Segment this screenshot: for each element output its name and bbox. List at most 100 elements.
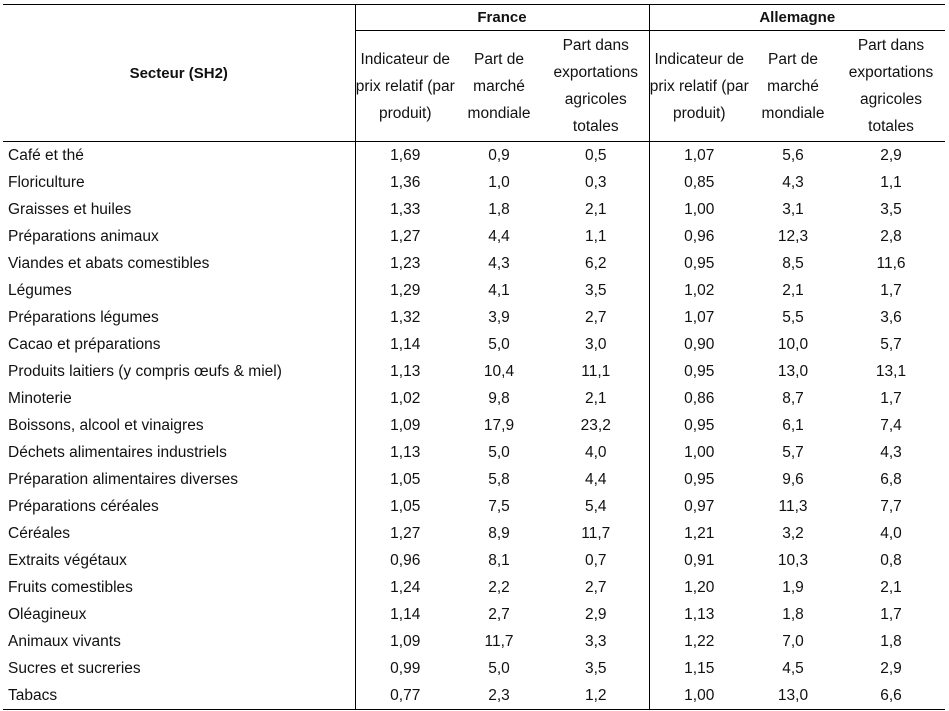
germany-price-indicator-cell: 0,95 (648, 466, 749, 493)
germany-price-indicator-cell: 1,20 (648, 574, 749, 601)
table-row: Floriculture 1,36 1,0 0,3 0,85 4,3 1,1 (3, 169, 945, 196)
table-row: Céréales 1,27 8,9 11,7 1,21 3,2 4,0 (3, 520, 945, 547)
france-export-share-cell: 2,1 (584, 389, 607, 407)
france-export-share-cell: 11,1 (581, 362, 611, 380)
france-market-share-cell: 10,4 (483, 362, 515, 380)
sector-label: Préparations céréales (3, 493, 356, 520)
header-row-countries: Secteur (SH2) France Allemagne (3, 4, 945, 142)
table-row: Minoterie 1,02 9,8 2,1 0,86 8,7 1,7 (3, 385, 945, 412)
germany-market-share-cell: 2,1 (782, 281, 804, 299)
france-export-share-cell: 2,1 (584, 200, 607, 218)
france-export-share-cell: 3,5 (584, 659, 607, 677)
france-market-share-cell: 4,1 (488, 281, 510, 299)
france-export-share-cell: 11,7 (581, 524, 611, 542)
table-row: Cacao et préparations 1,14 5,0 3,0 0,90 10,0 5… (3, 331, 945, 358)
sector-label: Produits laitiers (y compris œufs & miel… (3, 358, 356, 385)
france-price-indicator-cell: 1,33 (390, 200, 421, 218)
germany-price-indicator-cell: 1,15 (648, 655, 749, 682)
france-price-indicator-cell: 1,14 (390, 335, 421, 353)
germany-price-indicator-cell: 1,13 (648, 601, 749, 628)
france-market-share-cell: 0,9 (488, 146, 510, 164)
germany-market-share-cell: 12,3 (777, 227, 809, 245)
france-export-share-cell: 1,1 (584, 227, 607, 245)
germany-price-indicator-header: Indicateur de prix relatif (par produit) (648, 30, 749, 142)
sector-label: Oléagineux (3, 601, 356, 628)
france-price-indicator-cell: 0,99 (390, 659, 421, 677)
france-export-share-cell: 2,7 (584, 308, 607, 326)
germany-market-share-cell: 11,3 (778, 497, 808, 515)
germany-export-share-cell: 2,8 (880, 227, 902, 245)
germany-export-share-cell: 1,8 (880, 632, 902, 650)
table-row: Oléagineux 1,14 2,7 2,9 1,13 1,8 1,7 (3, 601, 945, 628)
germany-market-share-cell: 5,5 (782, 308, 804, 326)
france-price-indicator-cell: 1,24 (390, 578, 421, 596)
germany-price-indicator-cell: 0,90 (648, 331, 749, 358)
table-row: Préparations animaux 1,27 4,4 1,1 0,96 12,3 2,… (3, 223, 945, 250)
france-market-share-cell: 8,1 (488, 551, 510, 569)
france-price-indicator-cell: 1,27 (390, 227, 421, 245)
germany-export-share-cell: 0,8 (880, 551, 902, 569)
germany-market-share-cell: 3,1 (782, 200, 804, 218)
france-market-share-cell: 5,0 (488, 659, 510, 677)
sector-label: Café et thé (3, 141, 356, 169)
germany-export-share-cell: 6,8 (880, 470, 902, 488)
germany-price-indicator-cell: 1,00 (648, 196, 749, 223)
france-price-indicator-cell: 1,13 (390, 362, 421, 380)
sector-label: Tabacs (3, 682, 356, 710)
table-row: Déchets alimentaires industriels 1,13 5,0 4… (3, 439, 945, 466)
germany-export-share-cell: 11,6 (876, 254, 906, 272)
france-market-share-cell: 11,7 (484, 632, 514, 650)
germany-price-indicator-cell: 1,00 (648, 682, 749, 710)
france-export-share-cell: 1,2 (543, 682, 649, 710)
germany-market-share-cell: 13,0 (777, 362, 809, 380)
france-export-share-cell: 23,2 (580, 416, 611, 434)
france-export-share-cell: 0,7 (584, 551, 607, 569)
france-market-share-cell: 8,9 (488, 524, 510, 542)
table-row: Préparations céréales 1,05 7,5 5,4 0,97 11,3 7… (3, 493, 945, 520)
germany-export-share-cell: 1,7 (880, 605, 902, 623)
france-export-share-cell: 3,0 (584, 335, 607, 353)
france-export-share-cell: 0,5 (584, 146, 607, 164)
germany-export-share-cell: 1,7 (880, 389, 902, 407)
germany-price-indicator-cell: 1,02 (648, 277, 749, 304)
country-header-france: France (355, 4, 649, 31)
germany-export-share-cell: 6,6 (837, 682, 945, 710)
germany-price-indicator-cell: 0,97 (648, 493, 749, 520)
table-row: Viandes et abats comestibles 1,23 4,3 6,2 0,… (3, 250, 945, 277)
france-price-indicator-cell: 1,23 (390, 254, 421, 272)
sector-label: Minoterie (3, 385, 356, 412)
sector-column-header: Secteur (SH2) (3, 4, 356, 142)
france-price-indicator-cell: 1,09 (390, 416, 421, 434)
germany-price-indicator-cell: 0,91 (648, 547, 749, 574)
germany-export-share-cell: 2,1 (880, 578, 902, 596)
france-market-share-cell: 3,9 (488, 308, 510, 326)
sector-label: Céréales (3, 520, 356, 547)
germany-market-share-cell: 10,3 (777, 551, 809, 569)
france-market-share-cell: 9,8 (488, 389, 510, 407)
table-row: Extraits végétaux 0,96 8,1 0,7 0,91 10,3 0,8 (3, 547, 945, 574)
germany-market-share-cell: 1,8 (782, 605, 804, 623)
sector-label: Viandes et abats comestibles (3, 250, 356, 277)
germany-export-share-cell: 1,7 (880, 281, 902, 299)
sector-label: Animaux vivants (3, 628, 356, 655)
table-body: Café et thé 1,69 0,9 0,5 1,07 5,6 2,9 Floricult… (3, 141, 945, 710)
germany-market-share-cell: 4,5 (782, 659, 804, 677)
france-price-indicator-header: Indicateur de prix relatif (par produit) (355, 30, 455, 142)
france-market-share-cell: 5,0 (488, 443, 510, 461)
germany-price-indicator-cell: 0,95 (648, 250, 749, 277)
germany-market-share-cell: 6,1 (782, 416, 804, 434)
germany-price-indicator-cell: 0,95 (648, 358, 749, 385)
germany-price-indicator-cell: 1,07 (648, 141, 749, 169)
france-market-share-cell: 7,5 (488, 497, 510, 515)
germany-export-share-cell: 3,5 (880, 200, 902, 218)
germany-export-share-header: Part dans exportations agricoles totales (837, 30, 945, 142)
france-export-share-cell: 3,5 (584, 281, 607, 299)
france-market-share-cell: 4,3 (488, 254, 510, 272)
sector-label: Préparation alimentaires diverses (3, 466, 356, 493)
germany-price-indicator-cell: 0,86 (648, 385, 749, 412)
france-market-share-header: Part de marché mondiale (455, 30, 543, 142)
france-price-indicator-cell: 1,32 (390, 308, 421, 326)
sector-label: Préparations légumes (3, 304, 356, 331)
germany-price-indicator-cell: 1,21 (648, 520, 749, 547)
france-price-indicator-cell: 1,69 (390, 146, 421, 164)
